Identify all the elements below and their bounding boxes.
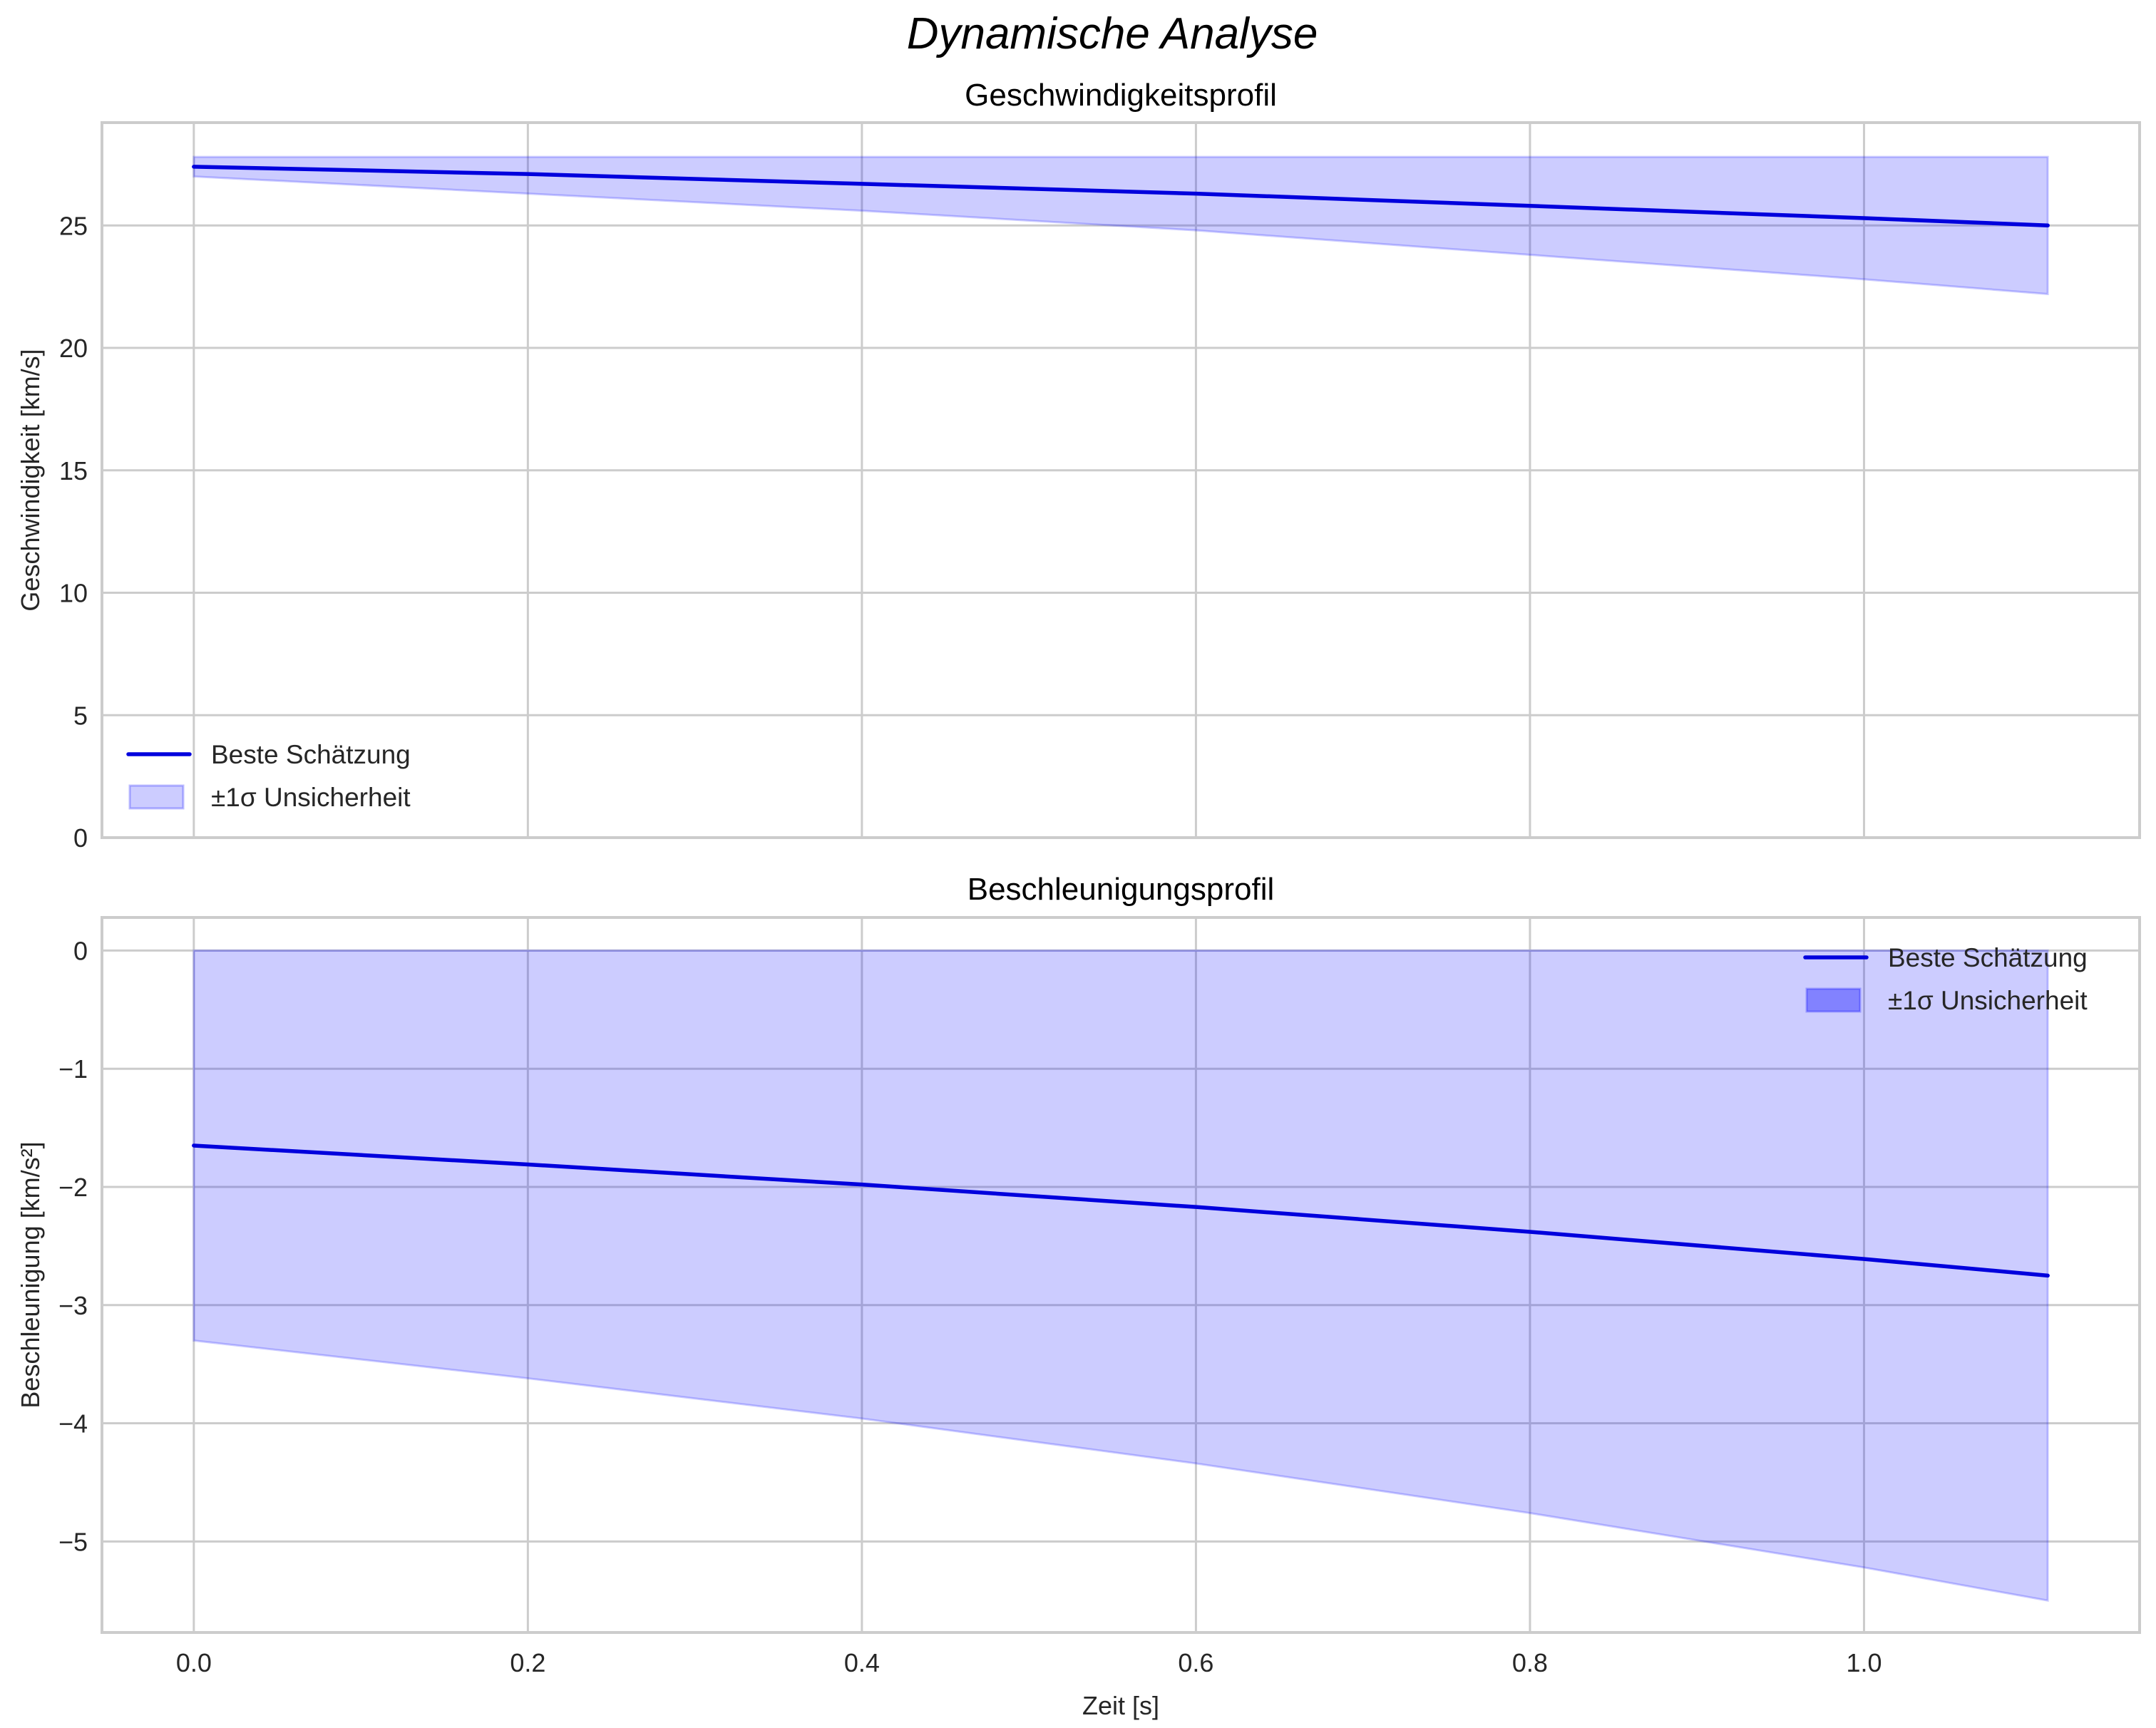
x-tick-label: 0.0 — [176, 1648, 212, 1677]
legend-label: Beste Schätzung — [211, 740, 411, 769]
y-tick-label: 0 — [73, 936, 88, 965]
x-tick-label: 1.0 — [1846, 1648, 1882, 1677]
y-tick-label: −4 — [58, 1409, 88, 1439]
y-tick-label: −3 — [58, 1291, 88, 1320]
x-tick-label: 0.4 — [844, 1648, 880, 1677]
x-tick-label: 0.2 — [510, 1648, 545, 1677]
legend: Beste Schätzung ±1σ Unsicherheit — [126, 740, 411, 812]
best-estimate-line — [192, 1143, 2050, 1278]
legend-label: ±1σ Unsicherheit — [1888, 986, 2088, 1015]
subplot-title: Beschleunigungsprofil — [967, 872, 1275, 907]
legend-band-swatch — [1805, 987, 1862, 1013]
axes-frame — [101, 121, 2141, 839]
legend: Beste Schätzung ±1σ Unsicherheit — [1803, 943, 2088, 1015]
y-tick-label: −2 — [58, 1173, 88, 1202]
grid — [102, 917, 2140, 1632]
figure-title: Dynamische Analyse — [907, 9, 1318, 58]
y-axis-label: Beschleunigung [km/s²] — [16, 1141, 45, 1408]
y-tick-label: 15 — [59, 456, 88, 485]
legend-label: ±1σ Unsicherheit — [211, 783, 411, 812]
y-tick-label: 20 — [59, 334, 88, 363]
best-estimate-line — [192, 165, 2050, 228]
y-tick-label: −5 — [58, 1527, 88, 1556]
uncertainty-band — [192, 155, 2049, 296]
x-tick-label: 0.6 — [1178, 1648, 1213, 1677]
y-tick-label: 25 — [59, 211, 88, 240]
x-axis-label: Zeit [s] — [1082, 1691, 1159, 1720]
subplot-title: Geschwindigkeitsprofil — [965, 78, 1277, 113]
x-tick-label: 0.8 — [1512, 1648, 1548, 1677]
y-tick-label: 10 — [59, 579, 88, 608]
y-tick-label: −1 — [58, 1054, 88, 1084]
y-tick-label: 5 — [73, 701, 88, 730]
y-axis-label: Geschwindigkeit [km/s] — [16, 349, 45, 611]
legend-label: Beste Schätzung — [1888, 943, 2088, 972]
velocity-subplot: Geschwindigkeitsprofil 0 5 10 15 20 25 Geschwin… — [16, 78, 2141, 853]
legend-band-swatch — [128, 784, 185, 810]
acceleration-subplot: Beschleunigungsprofil 0 −1 −2 −3 −4 −5 0.0 0.2 0.… — [16, 872, 2141, 1720]
axes-frame — [101, 916, 2141, 1634]
y-tick-label: 0 — [73, 823, 88, 853]
uncertainty-band — [192, 949, 2049, 1603]
